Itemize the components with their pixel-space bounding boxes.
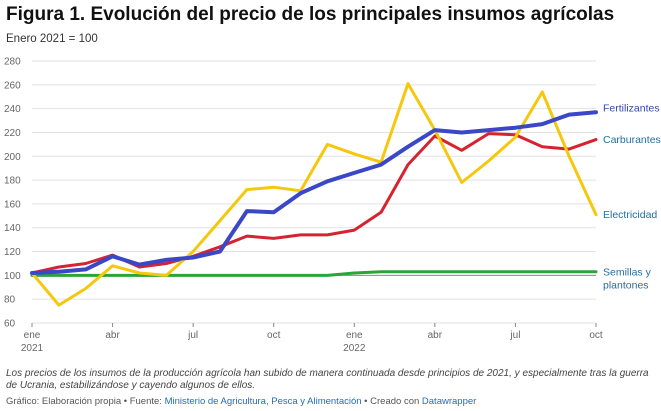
source-link-datawrapper[interactable]: Datawrapper bbox=[421, 396, 477, 407]
source-middle: • Creado con bbox=[361, 396, 422, 407]
y-tick-label: 200 bbox=[4, 152, 21, 163]
y-tick-label: 100 bbox=[4, 271, 21, 282]
grid bbox=[32, 60, 596, 324]
x-tick-label: abr bbox=[105, 330, 120, 341]
chart-source: Gráfico: Elaboración propia • Fuente: Mi… bbox=[6, 396, 476, 407]
source-link-ministerio[interactable]: Ministerio de Agricultura, Pesca y Alime… bbox=[164, 396, 362, 407]
y-tick-label: 120 bbox=[4, 247, 21, 258]
series-end-label: Semillas y bbox=[603, 266, 652, 278]
x-tick-label: jul bbox=[187, 330, 198, 341]
chart-title: Figura 1. Evolución del precio de los pr… bbox=[6, 4, 615, 25]
y-tick-label: 80 bbox=[4, 295, 16, 306]
series-end-label-line2: plantones bbox=[603, 279, 649, 291]
series-end-label: Electricidad bbox=[603, 209, 657, 221]
y-tick-label: 260 bbox=[4, 80, 21, 91]
source-prefix: Gráfico: Elaboración propia • Fuente: bbox=[6, 396, 165, 407]
y-tick-label: 220 bbox=[4, 128, 21, 139]
y-tick-label: 240 bbox=[4, 104, 21, 115]
x-tick-year-label: 2021 bbox=[21, 343, 44, 354]
chart-subtitle: Enero 2021 = 100 bbox=[6, 33, 98, 45]
series-line-1 bbox=[30, 132, 598, 275]
x-tick-year-label: 2022 bbox=[343, 343, 366, 354]
series-end-label: Fertilizantes bbox=[603, 103, 660, 115]
y-tick-label: 180 bbox=[4, 176, 21, 187]
y-tick-label: 280 bbox=[4, 57, 21, 68]
x-tick-label: oct bbox=[589, 330, 603, 341]
x-tick-label: jul bbox=[509, 330, 520, 341]
y-axis: 60 80 100 120 140 160 180 200 220 240 260 280 bbox=[4, 57, 21, 330]
series-labels: Fertilizantes Carburantes Electricidad Semi… bbox=[603, 103, 661, 292]
x-tick-label: ene bbox=[24, 330, 41, 341]
line-chart: 60 80 100 120 140 160 180 200 220 240 260 280 ene 20… bbox=[4, 57, 661, 355]
x-tick-label: ene bbox=[346, 330, 363, 341]
x-axis: ene 2021 abr jul oct ene 2022 abr jul oct bbox=[21, 323, 603, 354]
series-line-0 bbox=[30, 270, 598, 277]
series-lines bbox=[30, 82, 598, 307]
y-tick-label: 160 bbox=[4, 199, 21, 210]
y-tick-label: 140 bbox=[4, 223, 21, 234]
x-tick-label: oct bbox=[267, 330, 281, 341]
series-line-2 bbox=[30, 82, 598, 307]
y-tick-label: 60 bbox=[4, 319, 16, 330]
chart-note: Los precios de los insumos de la producc… bbox=[6, 368, 649, 391]
series-end-label: Carburantes bbox=[603, 134, 661, 146]
x-tick-label: abr bbox=[428, 330, 443, 341]
series-line-3 bbox=[30, 110, 598, 275]
